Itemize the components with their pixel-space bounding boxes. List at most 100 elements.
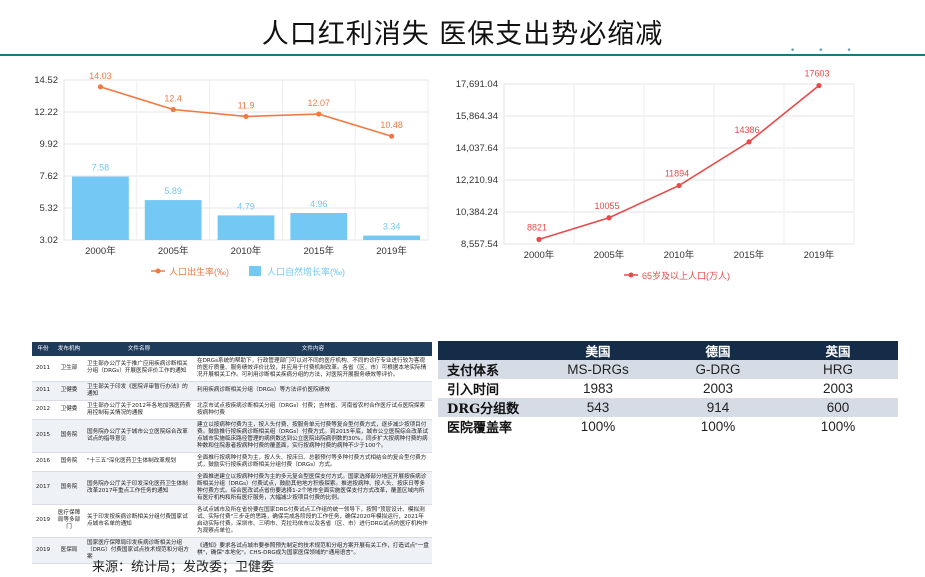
data-label: 12.07 [308,98,331,108]
table-row: 医院覆盖率 100% 100% 100% [438,417,898,436]
x-tick-label: 2015年 [734,249,765,261]
policy-cell: 2019 [32,537,54,564]
data-point [97,84,103,90]
policy-header-cell: 发布机构 [54,342,84,356]
data-label: 11.9 [238,100,255,110]
y-tick-label: 3.02 [40,235,59,246]
x-tick-label: 2015年 [303,245,334,257]
legend-label: 人口出生率(‰) [169,266,229,277]
data-point [243,113,249,120]
policy-cell: 卫生部 [54,356,84,382]
drg-cell: 1983 [538,379,658,398]
policy-cell: 全面推行按病种付费为主，按人头、按床日、总额预付等多种付费方式相结合的复合型付费… [194,452,432,472]
bar [72,176,129,240]
data-point [606,215,612,221]
table-row: 2011 卫生部 卫生部办公厅关于推广应用疾病诊断相关分组（DRGs）开展医院评价工… [32,356,432,382]
table-row: 2012 卫健委 卫生部办公厅关于2012年各地加强医药费用控制有关情况的通报 北京市… [32,400,432,420]
data-point [316,111,322,117]
drg-header-cell [438,341,538,360]
elderly-population-chart: 17,691.04 15,864.34 14,037.64 12,210.94 10,3… [456,69,855,281]
y-tick-label: 5.32 [40,203,59,214]
data-point [536,236,542,242]
page-title: 人口红利消失 医保支出势必缩减 [261,19,664,50]
legend-marker [628,272,634,278]
source-note: 来源：统计局；发改委；卫健委 [92,560,275,575]
data-point [816,82,822,89]
table-row: 2015 国务院 国务院办公厅关于城市公立医院综合改革试点的指导意见 建立以按病种付费… [32,419,432,453]
policy-cell: 国务院 [54,419,84,453]
data-label: 7.58 [92,163,110,173]
policy-cell: 国家医疗保障局印发疾病诊断相关分组（DRG）付费国家试点技术规范和分组方案 [84,537,194,564]
x-tick-label: 2019年 [804,249,835,261]
data-point [170,106,176,113]
policy-header-cell: 文件名称 [84,342,194,356]
data-label: 11894 [665,169,689,179]
x-tick-label: 2000年 [85,245,116,257]
drg-row-label: 支付体系 [438,360,538,379]
y-tick-label: 15,864.34 [456,111,498,122]
policy-cell: 卫生部办公厅关于2012年各地加强医药费用控制有关情况的通报 [84,400,194,420]
drg-cell: MS-DRGs [538,360,658,379]
drg-row-label: 引入时间 [438,379,538,398]
table-row: 2019 医疗保障局等多部门 关于印发按疾病诊断相关分组付费国家试点城市名单的通知各… [32,504,432,538]
policy-cell: 卫健委 [54,381,84,401]
policy-cell: 2011 [32,356,54,382]
policy-cell: 国务院 [54,471,84,505]
policy-cell: 2011 [32,381,54,401]
policy-cell: 建立以按病种付费为主，按人头付费、按服务单元付费等复合型付费方式，逐步减少按项目… [194,419,432,453]
table-row: 2017 国务院 国务院办公厅关于印发深化医药卫生体制改革2017年重点工作任务的通… [32,471,432,505]
policy-cell: 卫健委 [54,400,84,420]
policy-cell: 在DRGs系统的帮助下，行政管理部门可以对不同的医疗机构、不同的诊疗专业进行较为… [194,356,432,382]
drg-row-label: DRG分组数 [438,398,538,417]
data-point [389,133,395,139]
y-tick-label: 9.92 [40,139,59,150]
drg-header-cell: 英国 [778,341,898,360]
data-label: 14.03 [89,71,112,81]
policy-cell: 各试点城市及所在省份要在国家DRG付费试点工作组的统一领导下，按照"顶层设计、模… [194,504,432,538]
y-tick-label: 14,037.64 [456,143,498,154]
table-row: 支付体系 MS-DRGs G-DRG HRG [438,360,898,379]
y-tick-label: 12.22 [34,107,58,118]
x-tick-label: 2000年 [524,249,555,261]
bar [290,213,348,240]
bar [217,215,275,240]
drg-cell: 914 [658,398,778,417]
policy-cell: 利用疾病诊断相关分组（DRGs）等方法评价医院绩效 [194,381,432,401]
policy-cell: 2016 [32,452,54,472]
policy-cell: 国务院办公厅关于印发深化医药卫生体制改革2017年重点工作任务的通知 [84,471,194,505]
drg-header-cell: 德国 [658,341,778,360]
drg-cell: 2003 [658,379,778,398]
x-tick-label: 2005年 [594,249,625,261]
data-label: 8821 [527,222,547,232]
y-tick-label: 7.62 [40,171,59,182]
legend-label: 人口自然增长率(‰) [267,266,345,277]
drg-cell: G-DRG [658,360,778,379]
data-label: 17603 [804,69,829,79]
policy-cell: 2015 [32,419,54,453]
drg-header-cell: 美国 [538,341,658,360]
drg-cell: 2003 [778,379,898,398]
y-tick-label: 14.52 [34,75,58,86]
x-tick-label: 2010年 [231,245,262,257]
data-label: 10.48 [380,120,403,130]
policy-cell: 2012 [32,400,54,420]
policy-cell: "十三五"深化医药卫生体制改革规划 [84,452,194,472]
policy-cell: 卫生部办公厅关于推广应用疾病诊断相关分组（DRGs）开展医院评价工作的通知 [84,356,194,382]
decorative-dots: • • • [790,46,862,56]
data-label: 10055 [594,201,619,211]
birth-rate-chart: 14.52 12.22 9.92 7.62 5.32 3.02 2000年 2005年 2010… [34,71,429,277]
data-label: 3.34 [383,222,401,232]
table-row: 2011 卫健委 卫生部关于印发《医院评审暂行办法》的通知 利用疾病诊断相关分组（DR… [32,381,432,401]
drg-policy-table: 年份 发布机构 文件名称 文件内容 2011 卫生部 卫生部办公厅关于推广应用疾病诊断相关… [32,342,432,564]
data-label: 5.89 [164,186,182,196]
policy-cell: 2019 [32,504,54,538]
legend-marker [155,268,161,274]
plot-area [503,83,855,245]
drg-cell: 543 [538,398,658,417]
drg-row-label: 医院覆盖率 [438,417,538,436]
data-point [746,139,752,145]
data-point [676,182,682,189]
bar [144,200,202,240]
table-row: 2016 国务院 "十三五"深化医药卫生体制改革规划 全面推行按病种付费为主，按人头、… [32,452,432,472]
drg-comparison-table: 美国 德国 英国 支付体系 MS-DRGs G-DRG HRG 引入时间 1983 2003 20… [438,341,898,436]
